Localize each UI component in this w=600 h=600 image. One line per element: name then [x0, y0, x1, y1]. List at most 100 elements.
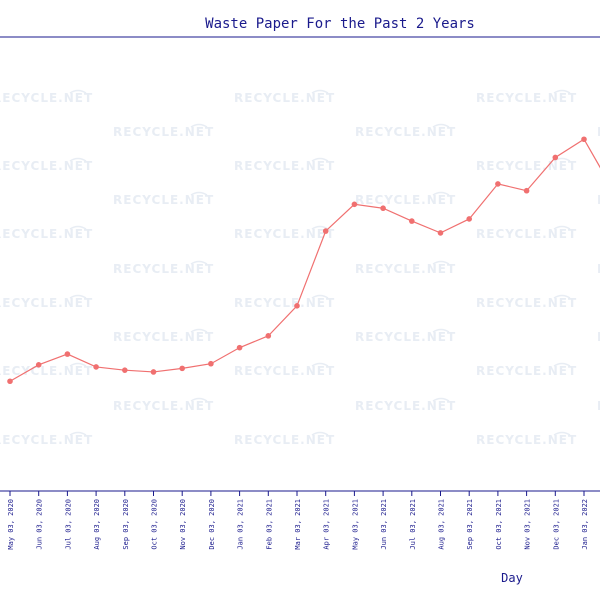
svg-text:RECYCLE.NET: RECYCLE.NET [0, 364, 93, 378]
data-point [294, 303, 300, 309]
x-tick-label: Apr 03, 2021 [323, 499, 331, 550]
svg-text:RECYCLE.NET: RECYCLE.NET [113, 193, 214, 207]
x-tick-label: Mar 03, 2021 [294, 499, 302, 550]
x-tick-label: Jan 03, 2022 [581, 499, 589, 550]
x-tick-label: Oct 03, 2021 [495, 499, 503, 550]
watermark: RECYCLE.NET [476, 157, 577, 173]
x-tick-label: Sep 03, 2020 [122, 499, 130, 550]
x-axis-label: Day [501, 571, 523, 585]
watermark: RECYCLE.NET [0, 89, 93, 105]
watermark: RECYCLE.NET [113, 328, 214, 344]
data-point [523, 187, 530, 194]
x-tick-label: Dec 03, 2021 [552, 499, 560, 550]
watermark: RECYCLE.NET [0, 157, 92, 173]
data-point [64, 351, 71, 357]
svg-text:RECYCLE.NET: RECYCLE.NET [234, 227, 335, 241]
svg-text:RECYCLE.NET: RECYCLE.NET [234, 296, 335, 310]
svg-text:RECYCLE.NET: RECYCLE.NET [234, 433, 335, 447]
x-tick-label: Jun 03, 2021 [380, 499, 388, 550]
x-tick-label: Nov 03, 2020 [179, 499, 187, 550]
x-tick-label: Feb 03, 2021 [265, 499, 273, 550]
svg-text:RECYCLE.NET: RECYCLE.NET [476, 227, 577, 241]
svg-text:RECYCLE.NET: RECYCLE.NET [234, 159, 335, 173]
svg-text:RECYCLE.NET: RECYCLE.NET [597, 193, 600, 207]
watermark: RECYCLE.NET [355, 328, 456, 344]
data-point [437, 230, 444, 236]
watermark: RECYCLE.NET [476, 225, 577, 241]
x-tick-label: Jan 03, 2021 [237, 499, 245, 550]
x-tick-label: Aug 03, 2020 [93, 499, 101, 550]
svg-text:RECYCLE.NET: RECYCLE.NET [476, 296, 577, 310]
watermark: RECYCLE.NET [0, 362, 93, 378]
watermark: RECYCLE.NET [476, 431, 577, 447]
watermark: RECYCLE.NET [113, 260, 213, 276]
watermark: RECYCLE.NET [0, 431, 93, 447]
svg-text:RECYCLE.NET: RECYCLE.NET [476, 364, 577, 378]
svg-text:RECYCLE.NET: RECYCLE.NET [355, 330, 456, 344]
data-point [322, 228, 329, 234]
data-point [581, 136, 587, 143]
svg-text:RECYCLE.NET: RECYCLE.NET [476, 433, 577, 447]
svg-text:RECYCLE.NET: RECYCLE.NET [597, 330, 600, 344]
svg-text:RECYCLE.NET: RECYCLE.NET [355, 399, 456, 413]
watermark: RECYCLE.NET [234, 157, 335, 173]
watermark: RECYCLE.NET [234, 225, 335, 241]
svg-text:RECYCLE.NET: RECYCLE.NET [0, 433, 93, 447]
x-tick-label: Jul 03, 2021 [409, 499, 417, 550]
x-tick-label: May 03, 2020 [7, 499, 15, 550]
x-tick-label: Aug 03, 2021 [438, 499, 446, 550]
data-point [208, 360, 214, 367]
data-point [93, 364, 99, 370]
svg-text:RECYCLE.NET: RECYCLE.NET [355, 262, 456, 276]
watermark: RECYCLE.NET [476, 294, 577, 310]
watermark: RECYCLE.NET [355, 191, 456, 207]
svg-text:RECYCLE.NET: RECYCLE.NET [597, 125, 600, 139]
watermark: RECYCLE.NET [113, 123, 214, 139]
x-tick-label: Sep 03, 2021 [466, 499, 474, 550]
series-points [7, 136, 587, 385]
svg-text:RECYCLE.NET: RECYCLE.NET [113, 399, 214, 413]
watermark: RECYCLE.NET [597, 399, 600, 413]
watermark: RECYCLE.NET [476, 89, 577, 105]
x-tick-label: Jul 03, 2020 [64, 499, 72, 550]
x-tick-label: Dec 03, 2020 [208, 499, 216, 550]
svg-text:RECYCLE.NET: RECYCLE.NET [476, 159, 577, 173]
data-point [351, 201, 358, 208]
svg-text:RECYCLE.NET: RECYCLE.NET [597, 262, 600, 276]
data-point [122, 367, 128, 373]
svg-text:RECYCLE.NET: RECYCLE.NET [113, 125, 214, 139]
svg-text:RECYCLE.NET: RECYCLE.NET [0, 91, 93, 105]
data-point [236, 344, 243, 351]
watermark-layer: RECYCLE.NET RECYCLE.NET RECYCLE.NET RECYCLE… [0, 89, 600, 447]
series-line [9, 138, 600, 382]
data-point [265, 333, 272, 339]
x-tick-label: Nov 03, 2021 [524, 499, 532, 550]
watermark: RECYCLE.NET [234, 431, 335, 447]
watermark: RECYCLE.NET [597, 125, 600, 139]
svg-text:RECYCLE.NET: RECYCLE.NET [113, 330, 214, 344]
svg-text:RECYCLE.NET: RECYCLE.NET [0, 227, 93, 241]
watermark: RECYCLE.NET [476, 362, 577, 378]
svg-text:RECYCLE.NET: RECYCLE.NET [355, 193, 456, 207]
x-ticks: May 03, 2020 Jun 03, 2020 Jul 03, 2020 Aug … [7, 491, 589, 550]
svg-text:RECYCLE.NET: RECYCLE.NET [476, 91, 577, 105]
watermark: RECYCLE.NET [113, 397, 214, 413]
chart-title: Waste Paper For the Past 2 Years [205, 16, 475, 32]
watermark: RECYCLE.NET [0, 225, 93, 241]
svg-text:RECYCLE.NET: RECYCLE.NET [234, 364, 335, 378]
watermark: RECYCLE.NET [597, 330, 600, 344]
data-point [35, 362, 42, 368]
data-point [150, 369, 157, 375]
watermark: RECYCLE.NET [234, 362, 335, 378]
watermark: RECYCLE.NET [234, 89, 335, 105]
svg-text:RECYCLE.NET: RECYCLE.NET [234, 91, 335, 105]
data-point [552, 154, 559, 161]
watermark: RECYCLE.NET [113, 191, 214, 207]
svg-text:RECYCLE.NET: RECYCLE.NET [0, 296, 93, 310]
x-tick-label: May 03, 2021 [351, 499, 359, 550]
x-tick-label: Oct 03, 2020 [151, 499, 159, 550]
data-point [7, 378, 13, 385]
watermark: RECYCLE.NET [597, 193, 600, 207]
svg-text:RECYCLE.NET: RECYCLE.NET [597, 399, 600, 413]
